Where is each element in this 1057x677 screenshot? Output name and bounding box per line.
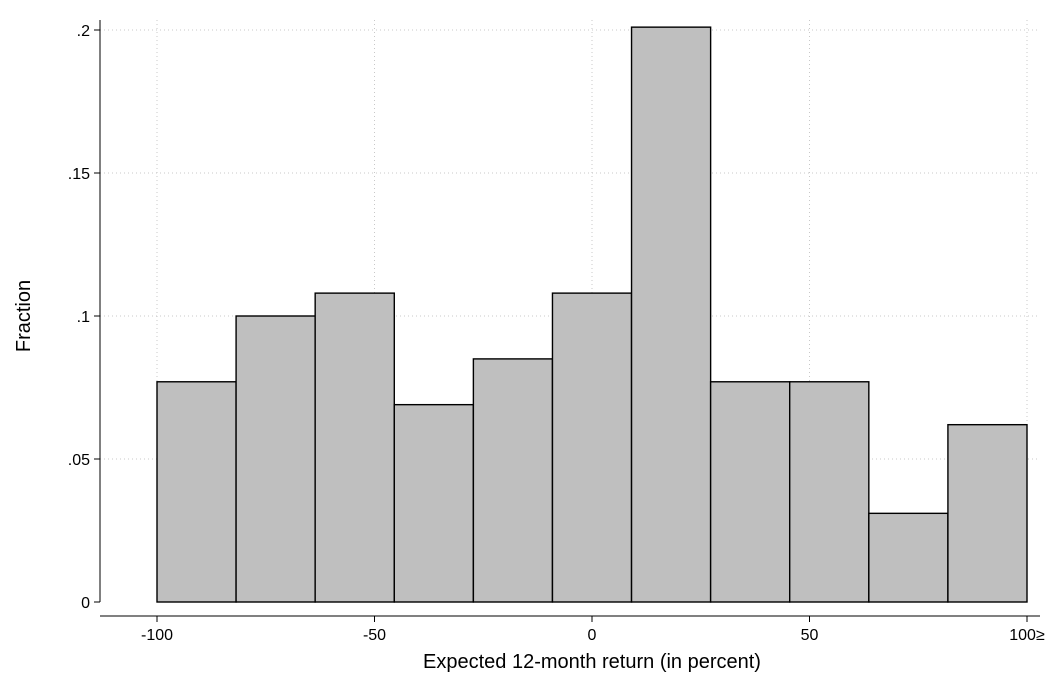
bars xyxy=(156,26,1028,603)
bar-4 xyxy=(472,358,554,603)
x-tick-label-2: 0 xyxy=(588,627,597,644)
bar-9 xyxy=(868,512,949,603)
x-axis-title: Expected 12-month return (in percent) xyxy=(423,651,761,673)
bar-6 xyxy=(630,26,712,603)
y-tick-label-2: .1 xyxy=(77,309,90,326)
x-tick-label-3: 50 xyxy=(801,627,819,644)
bar-7 xyxy=(709,381,791,603)
y-axis-title: Fraction xyxy=(13,280,35,352)
y-tick-label-1: .05 xyxy=(68,452,90,469)
ticks: 0 .05 .1 .15 .2 -100 -50 0 50 100≥ xyxy=(68,23,1045,644)
x-tick-label-1: -50 xyxy=(363,627,386,644)
x-tick-label-4: 100≥ xyxy=(1009,627,1045,644)
bar-3 xyxy=(393,403,475,603)
axes xyxy=(99,20,1040,617)
x-tick-label-0: -100 xyxy=(141,627,173,644)
bar-8 xyxy=(789,381,870,603)
y-tick-label-3: .15 xyxy=(68,166,90,183)
y-tick-label-0: 0 xyxy=(81,595,90,612)
bar-10 xyxy=(947,423,1028,603)
bar-5 xyxy=(551,292,633,603)
y-tick-label-4: .2 xyxy=(77,23,90,40)
bar-0 xyxy=(156,381,237,603)
bar-1 xyxy=(235,315,316,603)
bar-2 xyxy=(314,292,395,603)
